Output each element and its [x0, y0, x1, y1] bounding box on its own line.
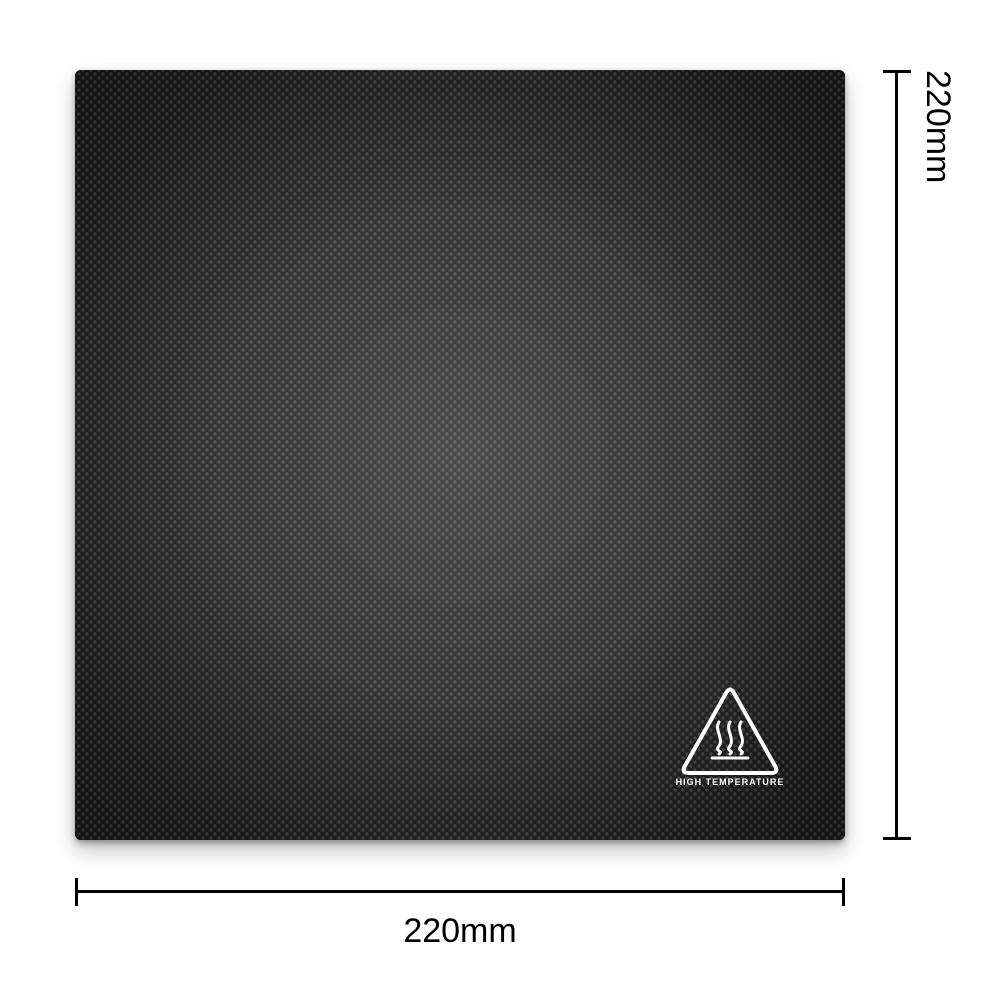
dimension-label-vertical: 220mm [918, 70, 957, 840]
dimension-cap [883, 837, 911, 840]
dimension-line-vertical [895, 70, 898, 840]
high-temperature-warning: HIGH TEMPERATURE [675, 682, 785, 795]
dimension-label-horizontal: 220mm [75, 912, 845, 951]
heat-wave-icon [740, 722, 743, 754]
warning-label: HIGH TEMPERATURE [676, 777, 785, 787]
dimension-cap [842, 878, 845, 906]
heat-wave-icon [718, 722, 721, 754]
dimension-cap [883, 70, 911, 73]
dimension-line-horizontal [75, 890, 845, 893]
build-plate: HIGH TEMPERATURE [75, 70, 845, 840]
diagram-stage: HIGH TEMPERATURE 220mm 220mm [0, 0, 1000, 1000]
dimension-cap [75, 878, 78, 906]
heat-wave-icon [729, 722, 732, 754]
